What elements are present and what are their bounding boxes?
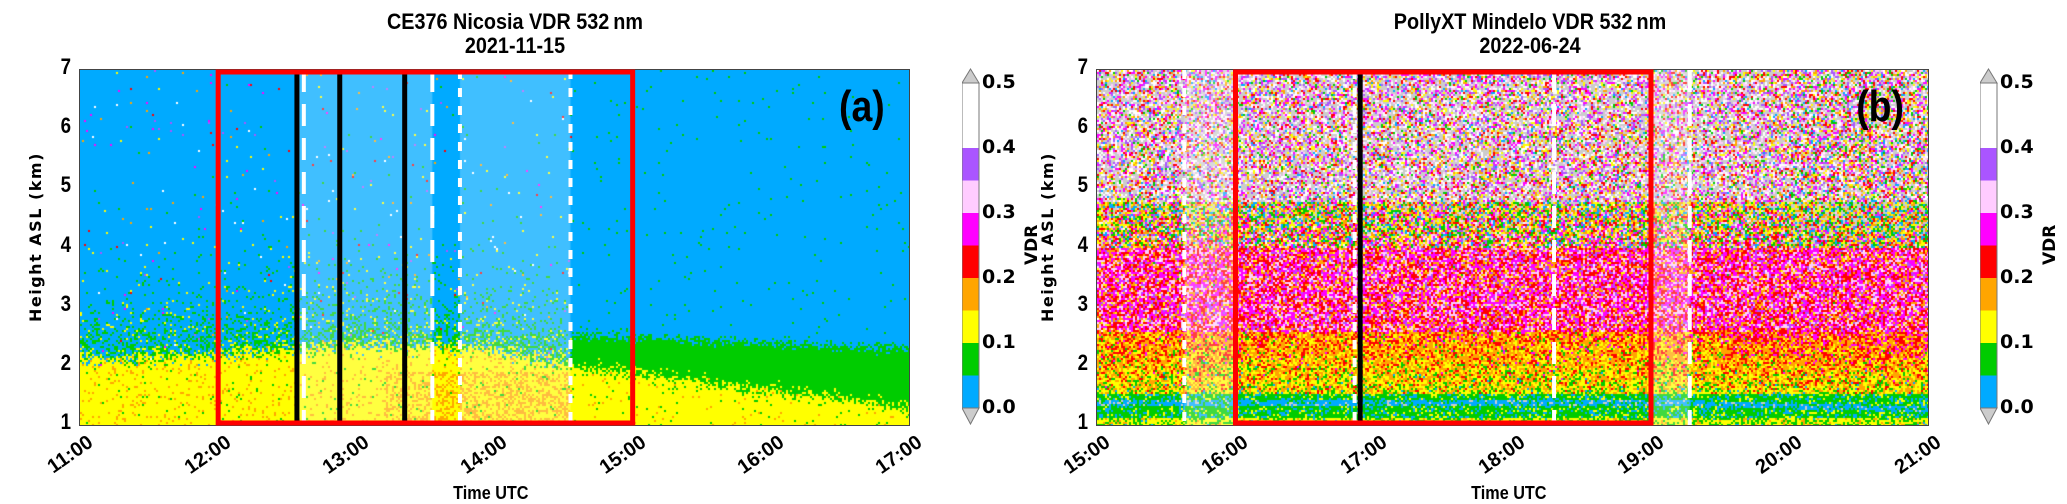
x-tick-label: 16:00 bbox=[1198, 431, 1253, 479]
colorbar bbox=[1979, 67, 2010, 431]
colorbar-segment bbox=[1980, 148, 1997, 181]
plot-area: (b) bbox=[1096, 69, 1929, 426]
colorbar-segment bbox=[962, 343, 979, 376]
y-tick-label: 2 bbox=[60, 349, 71, 375]
colorbar-segment bbox=[1980, 213, 1997, 246]
colorbar-tick-label: 0.2 bbox=[982, 266, 1016, 288]
colorbar-label: VDR bbox=[2040, 224, 2060, 265]
red-selection-box bbox=[1233, 69, 1654, 426]
x-tick-label: 17:00 bbox=[871, 431, 927, 479]
colorbar-tick-label: 0.1 bbox=[982, 331, 1016, 353]
y-tick-label: 6 bbox=[60, 113, 71, 139]
colorbar-tick-label: 0.5 bbox=[982, 71, 1016, 93]
colorbar-segment bbox=[1980, 180, 1997, 213]
x-axis-label: Time UTC bbox=[452, 483, 529, 503]
x-tick-label: 11:00 bbox=[43, 431, 98, 478]
x-axis-label: Time UTC bbox=[1470, 483, 1547, 503]
x-tick-label: 12:00 bbox=[180, 431, 236, 479]
chart-title-line: PollyXT Mindelo VDR 532 nm bbox=[1393, 9, 1667, 34]
x-tick-label: 20:00 bbox=[1752, 431, 1807, 479]
x-tick-label: 21:00 bbox=[1890, 431, 1946, 479]
y-tick-label: 7 bbox=[60, 54, 71, 79]
colorbar-extend-min-icon bbox=[961, 407, 980, 426]
colorbar-segment bbox=[962, 213, 979, 246]
y-tick-label: 4 bbox=[60, 231, 71, 257]
colorbar-segment bbox=[962, 83, 979, 148]
plot-area: (a) bbox=[79, 69, 910, 426]
colorbar-frame bbox=[1979, 82, 1998, 409]
chart-date: 2022-06-24 bbox=[1479, 33, 1581, 58]
colorbar-tick-label: 0.3 bbox=[2000, 201, 2034, 223]
colorbar-tick-label: 0.0 bbox=[982, 396, 1016, 418]
y-tick-label: 7 bbox=[1077, 54, 1088, 79]
colorbar-extend-max-icon bbox=[1979, 68, 1998, 84]
y-tick-label: 6 bbox=[1077, 113, 1088, 139]
y-tick-label: 1 bbox=[1077, 409, 1088, 434]
colorbar-segment bbox=[1980, 310, 1997, 343]
colorbar-segment bbox=[962, 310, 979, 343]
x-tick-label: 15:00 bbox=[595, 431, 650, 479]
x-tick-label: 15:00 bbox=[1059, 431, 1115, 479]
colorbar-tick-label: 0.4 bbox=[2000, 136, 2034, 158]
red-selection-box bbox=[215, 69, 636, 426]
panel-b: PollyXT Mindelo VDR 532 nm 2022-06-24 (b… bbox=[1030, 0, 2067, 504]
colorbar-segment bbox=[1980, 343, 1997, 376]
colorbar-svg bbox=[1979, 68, 1998, 426]
x-tick-label: 14:00 bbox=[457, 431, 512, 479]
chart-date: 2021-11-15 bbox=[464, 33, 566, 58]
colorbar-tick-label: 0.1 bbox=[2000, 331, 2034, 353]
colorbar-frame bbox=[961, 82, 980, 409]
y-tick-label: 3 bbox=[60, 290, 71, 316]
panel-letter: (a) bbox=[839, 82, 885, 131]
annotation-lines bbox=[1182, 69, 1692, 426]
colorbar-tick-label: 0.4 bbox=[982, 136, 1016, 158]
colorbar-extend-max-icon bbox=[961, 68, 980, 84]
x-tick-label: 18:00 bbox=[1475, 431, 1530, 479]
colorbar-segment bbox=[1980, 245, 1997, 278]
annotation-lines bbox=[215, 69, 636, 426]
panel-letter: (b) bbox=[1856, 82, 1904, 131]
x-tick-label: 19:00 bbox=[1613, 431, 1669, 479]
y-tick-label: 1 bbox=[60, 409, 71, 434]
chart-title: PollyXT Mindelo VDR 532 nm 2022-06-24 bbox=[1305, 10, 1755, 58]
colorbar-segment bbox=[962, 375, 979, 408]
colorbar-tick-label: 0.5 bbox=[2000, 71, 2034, 93]
y-tick-label: 4 bbox=[1077, 231, 1088, 257]
colorbar-segment bbox=[1980, 83, 1997, 148]
y-tick-label: 5 bbox=[60, 172, 71, 198]
colorbar-segment bbox=[1980, 278, 1997, 311]
colorbar-tick-label: 0.2 bbox=[2000, 266, 2034, 288]
y-axis-label: Height ASL (km) bbox=[1038, 151, 1057, 322]
chart-title-line: CE376 Nicosia VDR 532 nm bbox=[387, 9, 643, 34]
y-axis-label: Height ASL (km) bbox=[26, 151, 45, 322]
colorbar-segment bbox=[962, 278, 979, 311]
x-tick-label: 13:00 bbox=[318, 431, 374, 479]
colorbar-segment bbox=[962, 245, 979, 278]
colorbar bbox=[961, 67, 992, 431]
colorbar-tick-label: 0.0 bbox=[2000, 396, 2034, 418]
colorbar-segment bbox=[962, 148, 979, 181]
y-tick-label: 2 bbox=[1077, 349, 1088, 375]
colorbar-svg bbox=[961, 68, 980, 426]
x-tick-label: 17:00 bbox=[1336, 431, 1392, 479]
colorbar-tick-label: 0.3 bbox=[982, 201, 1016, 223]
colorbar-extend-min-icon bbox=[1979, 407, 1998, 426]
panel-a: CE376 Nicosia VDR 532 nm 2021-11-15 (a) … bbox=[0, 0, 1042, 504]
y-tick-label: 3 bbox=[1077, 290, 1088, 316]
chart-title: CE376 Nicosia VDR 532 nm 2021-11-15 bbox=[290, 10, 740, 58]
y-tick-label: 5 bbox=[1077, 172, 1088, 198]
colorbar-segment bbox=[1980, 375, 1997, 408]
colorbar-segment bbox=[962, 180, 979, 213]
x-tick-label: 16:00 bbox=[733, 431, 788, 479]
